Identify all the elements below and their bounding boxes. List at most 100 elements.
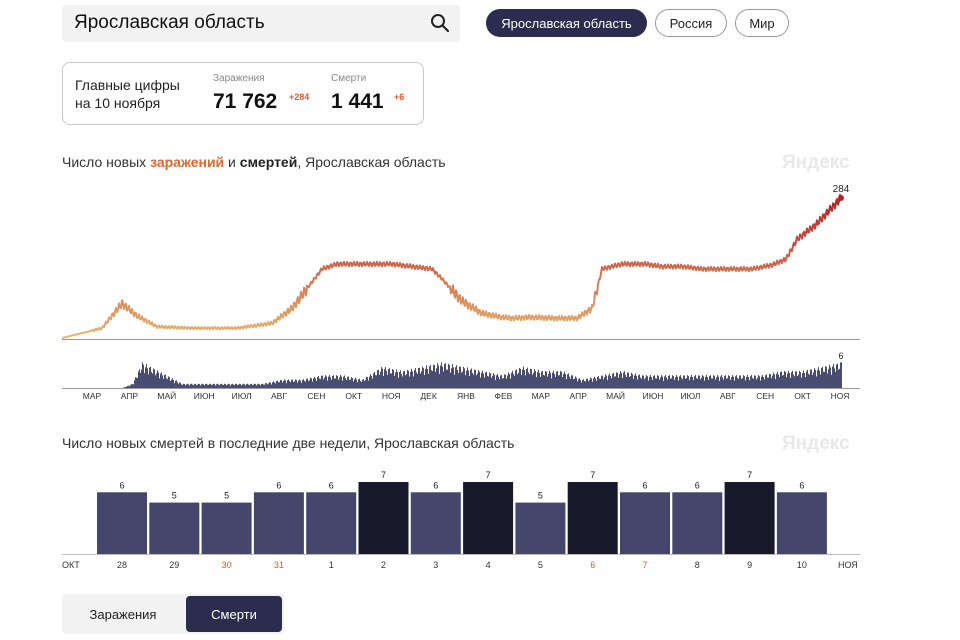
- deaths-bar: [504, 374, 505, 388]
- deaths-bar: [511, 372, 512, 388]
- search-icon[interactable]: [430, 13, 450, 33]
- deaths-bar: [229, 384, 230, 388]
- deaths-bar: [340, 375, 341, 388]
- tab-infections[interactable]: Заражения: [89, 606, 157, 622]
- deaths-bar: [549, 370, 550, 388]
- deaths-bar: [803, 370, 804, 388]
- deaths-bar: [160, 373, 161, 388]
- bar-day-label: 28: [117, 560, 127, 570]
- region-button-russia[interactable]: Россия: [655, 9, 727, 37]
- deaths-bar: [735, 376, 736, 388]
- deaths-bar: [525, 375, 526, 388]
- deaths-bar: [441, 362, 442, 388]
- deaths-bar: [303, 379, 304, 388]
- deaths-day-bar[interactable]: [724, 482, 775, 554]
- deaths-bar: [703, 376, 704, 388]
- deaths-bar: [827, 373, 828, 388]
- region-button-world[interactable]: Мир: [735, 9, 789, 37]
- deaths-bar: [274, 382, 275, 388]
- deaths-bar: [247, 383, 248, 388]
- deaths-bar: [438, 365, 439, 388]
- deaths-bar: [401, 373, 402, 388]
- deaths-bar: [334, 378, 335, 388]
- deaths-bar: [328, 376, 329, 388]
- deaths-day-bar[interactable]: [515, 502, 566, 554]
- deaths-bar: [277, 380, 278, 388]
- deaths-bar: [479, 371, 480, 388]
- deaths-day-bar[interactable]: [358, 482, 409, 554]
- deaths-bar: [187, 383, 188, 388]
- deaths-bar: [248, 384, 249, 388]
- tab-deaths[interactable]: Смерти: [186, 596, 282, 632]
- deaths-bar: [687, 375, 688, 388]
- deaths-bar: [153, 368, 154, 388]
- deaths-day-bar[interactable]: [253, 492, 304, 554]
- deaths-day-bar[interactable]: [410, 492, 461, 554]
- deaths-bar: [157, 370, 158, 388]
- deaths-bar: [603, 379, 604, 388]
- deaths-day-bar[interactable]: [149, 502, 200, 554]
- deaths-bar: [220, 383, 221, 388]
- deaths-day-bar[interactable]: [672, 492, 723, 554]
- deaths-bar: [833, 363, 834, 388]
- deaths-bar: [756, 379, 757, 388]
- deaths-bar: [514, 375, 515, 388]
- search-box[interactable]: Ярославская область: [62, 5, 460, 42]
- deaths-bar: [700, 379, 701, 388]
- month-label: АВГ: [271, 391, 287, 401]
- deaths-bar: [402, 376, 403, 388]
- deaths-day-bar[interactable]: [620, 492, 670, 554]
- deaths-bar: [478, 369, 479, 388]
- deaths-bar: [369, 376, 370, 388]
- deaths-bar: [544, 375, 545, 388]
- deaths-bar: [666, 377, 667, 388]
- deaths-bar: [468, 370, 469, 388]
- chart2-title: Число новых смертей в последние две неде…: [62, 435, 515, 451]
- deaths-bar: [586, 378, 587, 388]
- deaths-bar: [164, 374, 165, 388]
- deaths-bar: [722, 377, 723, 388]
- deaths-day-bar[interactable]: [201, 502, 252, 554]
- deaths-bar: [711, 378, 712, 388]
- deaths-day-bar[interactable]: [97, 492, 147, 554]
- infections-deaths-chart[interactable]: 284 6 МАР АПР МАЙ ИЮН ИЮЛ АВГ СЕН ОКТ НОЯ ДЕК ЯНВ Ф…: [0, 0, 960, 420]
- deaths-bar: [727, 378, 728, 388]
- deaths-bar: [548, 374, 549, 388]
- deaths-bar: [552, 372, 553, 388]
- deaths-bar: [404, 370, 405, 388]
- month-label: НОЯ: [831, 391, 850, 401]
- deaths-day-bar[interactable]: [306, 492, 357, 554]
- deaths-bar: [387, 374, 388, 388]
- deaths-bar: [286, 383, 287, 388]
- deaths-bar: [144, 373, 145, 388]
- deaths-bar: [808, 373, 809, 388]
- bar-value-label: 7: [486, 470, 491, 480]
- deaths-bar: [357, 382, 358, 388]
- deaths-day-bar[interactable]: [463, 482, 514, 554]
- deaths-bar: [446, 369, 447, 388]
- deaths-day-bar[interactable]: [567, 482, 618, 554]
- deaths-bar: [836, 364, 837, 388]
- deaths-bar: [492, 375, 493, 388]
- deaths-bar: [533, 372, 534, 388]
- deaths-bar: [794, 376, 795, 388]
- deaths-bar: [161, 372, 162, 388]
- deaths-bar: [721, 375, 722, 388]
- deaths-day-bar[interactable]: [776, 492, 827, 554]
- deaths-bar: [791, 372, 792, 388]
- deaths-bar: [363, 379, 364, 388]
- region-button-yaroslavl[interactable]: Ярославская область: [486, 9, 647, 37]
- deaths-bar: [817, 370, 818, 388]
- deaths-bar: [795, 371, 796, 388]
- deaths-bar: [819, 370, 820, 388]
- yandex-logo-2: Яндекс: [782, 433, 850, 454]
- deaths-bar: [305, 381, 306, 388]
- deaths-bar: [574, 378, 575, 388]
- deaths-bar: [289, 381, 290, 388]
- bar-value-label: 6: [276, 480, 281, 490]
- search-input[interactable]: Ярославская область: [74, 12, 265, 33]
- deaths-bar: [767, 377, 768, 388]
- deaths-bar: [647, 376, 648, 388]
- deaths-bar: [707, 377, 708, 388]
